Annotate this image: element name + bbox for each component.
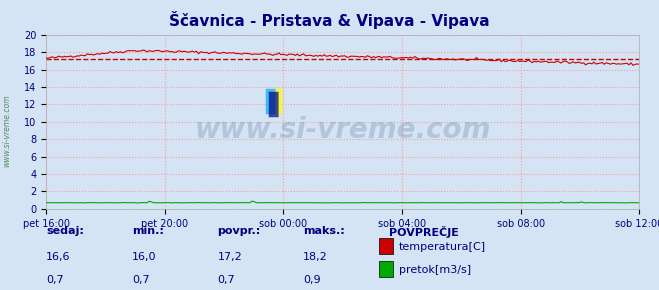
Text: min.:: min.:	[132, 226, 163, 236]
Text: POVPREČJE: POVPREČJE	[389, 226, 459, 238]
Text: 0,7: 0,7	[46, 276, 64, 285]
Text: maks.:: maks.:	[303, 226, 345, 236]
Text: Ščavnica - Pristava & Vipava - Vipava: Ščavnica - Pristava & Vipava - Vipava	[169, 11, 490, 29]
Text: ▐: ▐	[262, 88, 281, 114]
Text: ▌: ▌	[268, 92, 287, 117]
Text: ▌: ▌	[265, 88, 284, 114]
Text: 16,6: 16,6	[46, 252, 71, 262]
Text: 0,7: 0,7	[217, 276, 235, 285]
Text: www.si-vreme.com: www.si-vreme.com	[2, 94, 11, 167]
Text: www.si-vreme.com: www.si-vreme.com	[194, 117, 491, 144]
Text: pretok[m3/s]: pretok[m3/s]	[399, 265, 471, 275]
Text: 0,7: 0,7	[132, 276, 150, 285]
Text: 17,2: 17,2	[217, 252, 243, 262]
Text: temperatura[C]: temperatura[C]	[399, 242, 486, 251]
Text: 18,2: 18,2	[303, 252, 328, 262]
Text: 0,9: 0,9	[303, 276, 321, 285]
Text: 16,0: 16,0	[132, 252, 156, 262]
Text: sedaj:: sedaj:	[46, 226, 84, 236]
Text: povpr.:: povpr.:	[217, 226, 261, 236]
